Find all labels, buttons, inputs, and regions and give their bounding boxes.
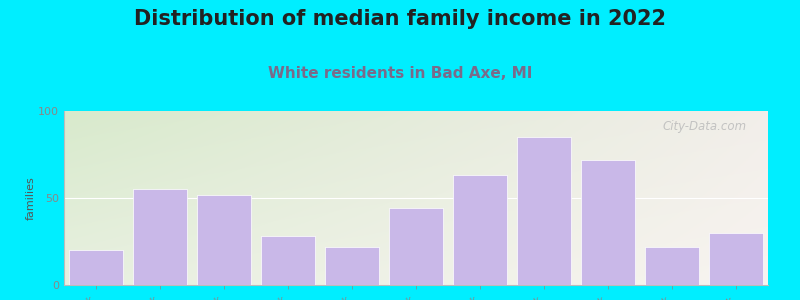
Bar xyxy=(645,247,699,285)
Text: White residents in Bad Axe, MI: White residents in Bad Axe, MI xyxy=(268,66,532,81)
Bar xyxy=(581,160,635,285)
Bar xyxy=(69,250,123,285)
Bar xyxy=(261,236,315,285)
Bar xyxy=(197,194,251,285)
Text: City-Data.com: City-Data.com xyxy=(662,120,747,133)
Bar xyxy=(517,137,571,285)
Text: Distribution of median family income in 2022: Distribution of median family income in … xyxy=(134,9,666,29)
Bar xyxy=(453,176,507,285)
Y-axis label: families: families xyxy=(26,176,35,220)
Bar xyxy=(709,233,763,285)
Bar xyxy=(325,247,379,285)
Bar xyxy=(133,189,187,285)
Bar xyxy=(389,208,443,285)
